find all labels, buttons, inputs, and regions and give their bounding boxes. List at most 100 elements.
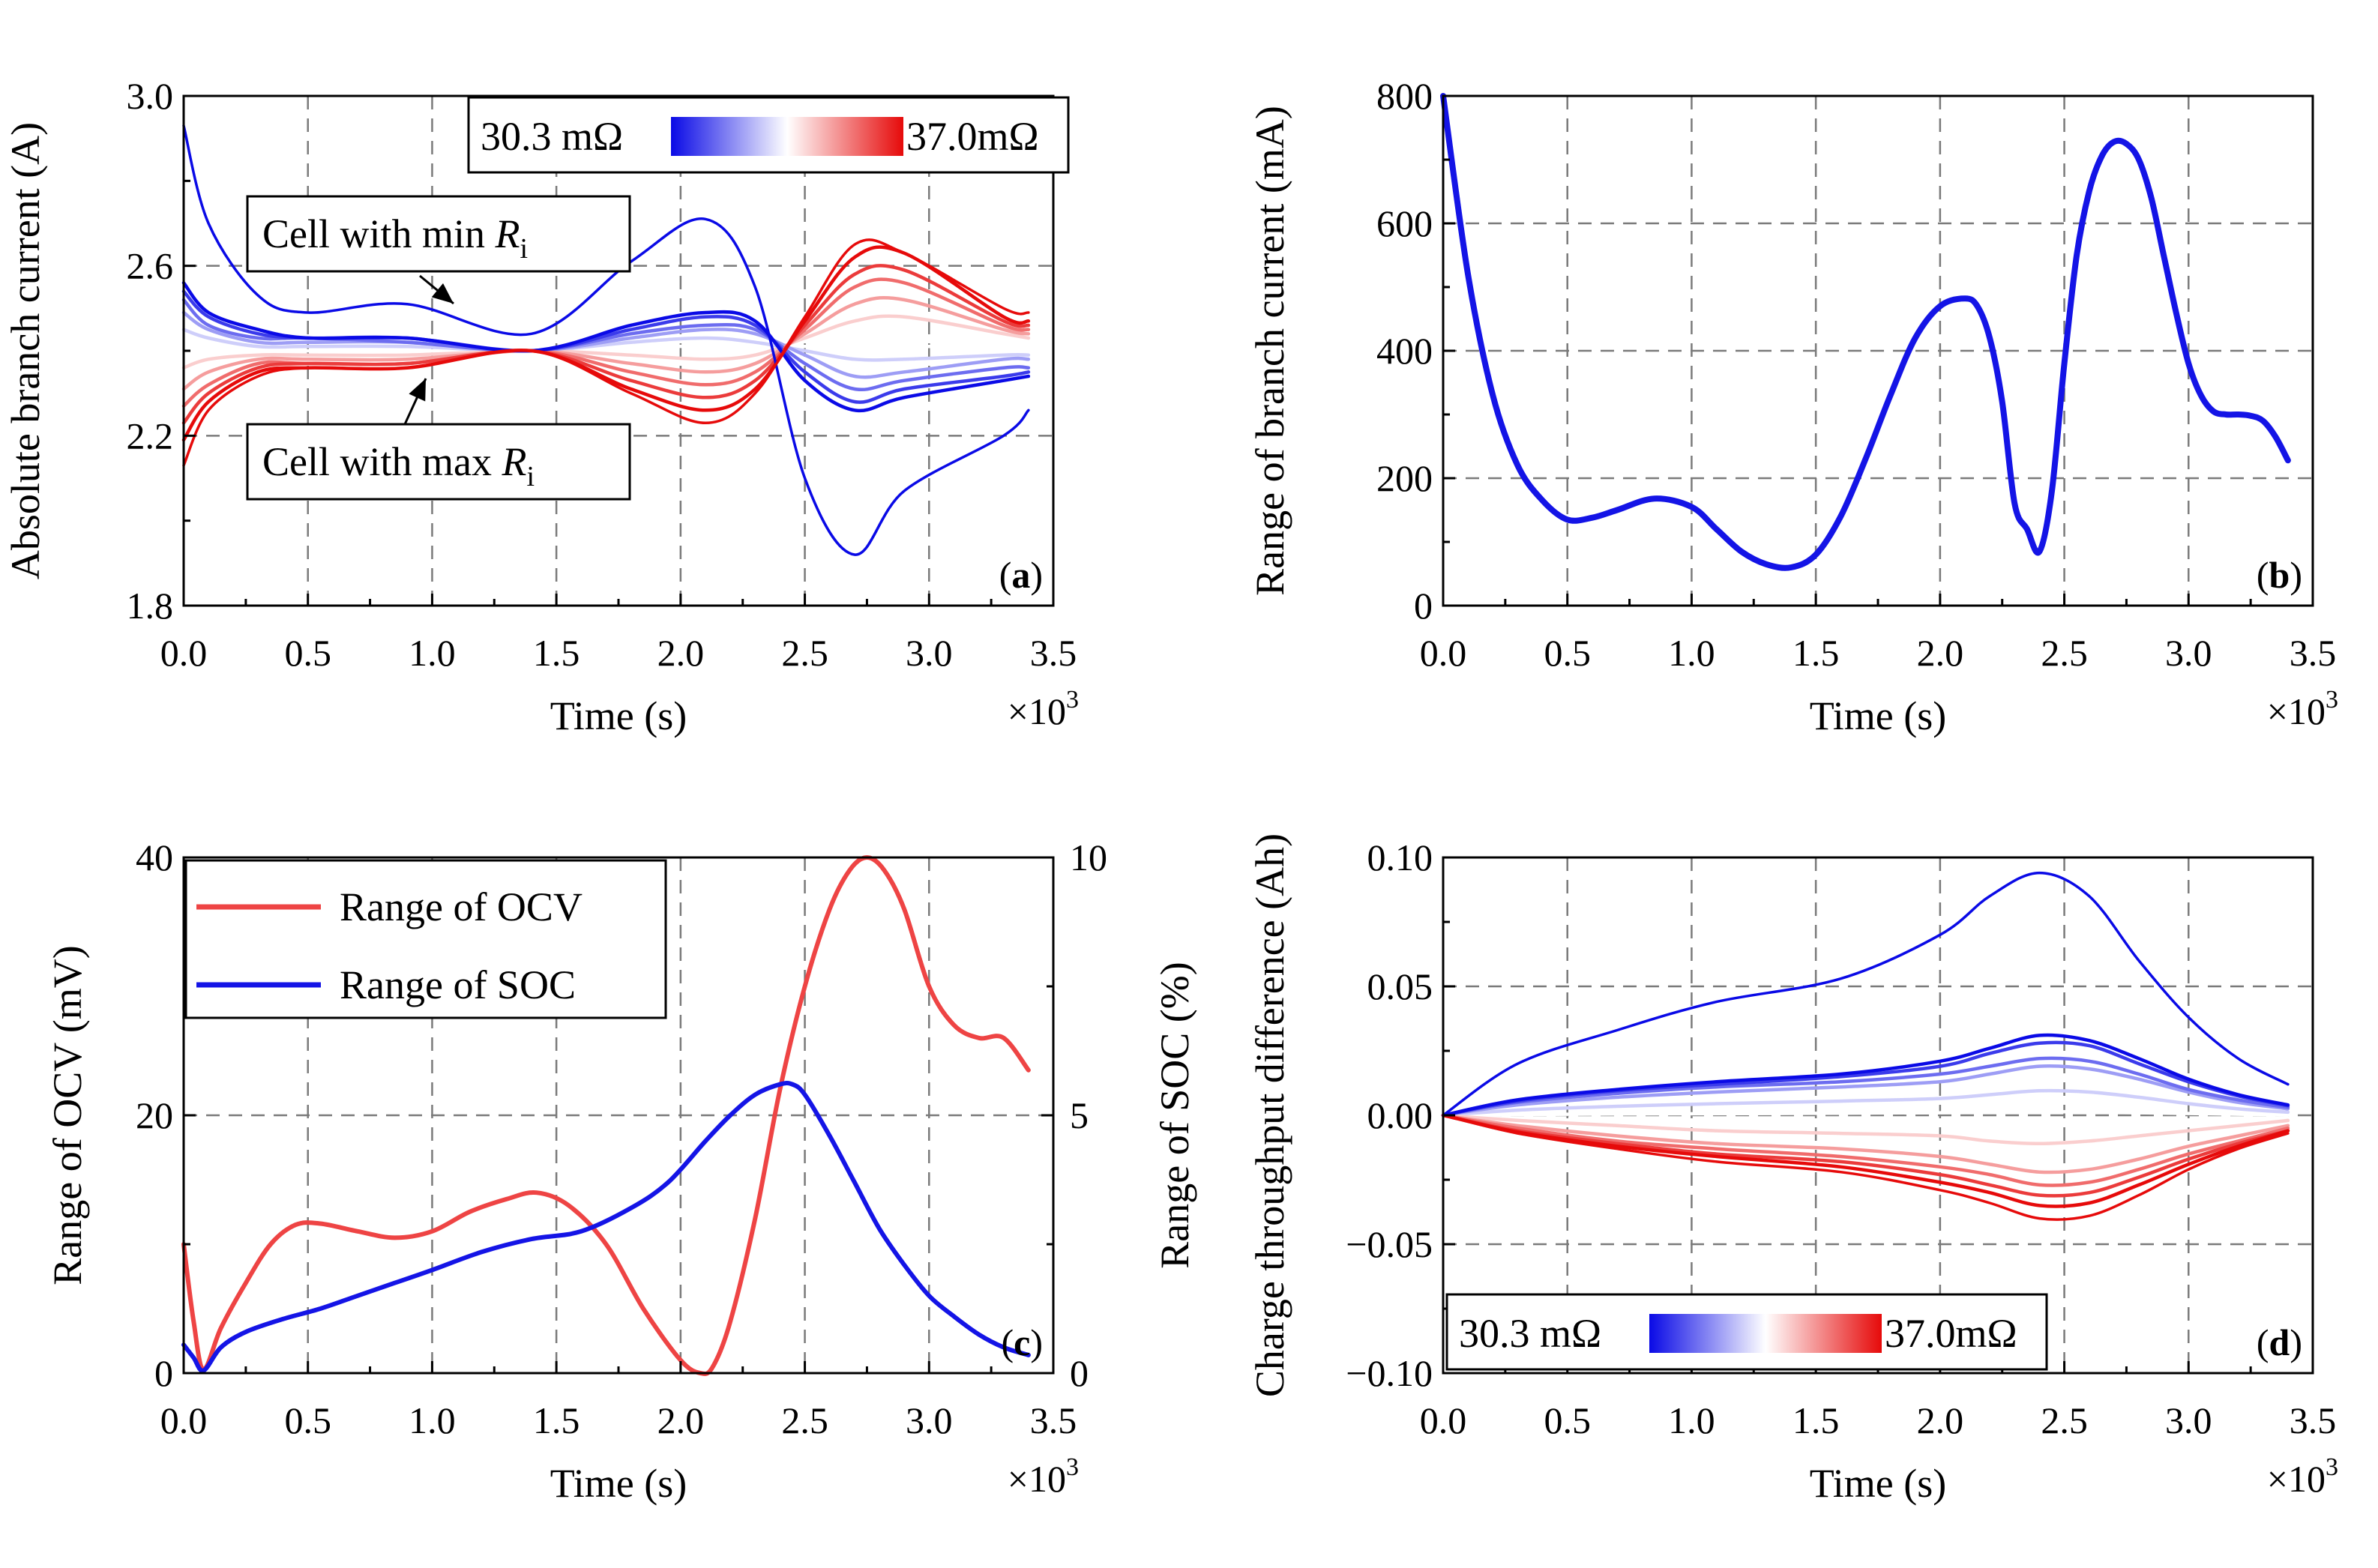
series-k-0.4 [181, 310, 1031, 379]
x-multiplier-base: ×10 [2267, 690, 2326, 732]
axis-ticks: 0.0 0.5 1.0 1.5 2.0 2.5 3.0 3.5 0 20 40 0 5 10 [136, 836, 1107, 1441]
x-tick-label: 1.5 [533, 1399, 580, 1441]
x-tick-label: 3.0 [906, 632, 953, 674]
x-multiplier-exp: 3 [2326, 686, 2338, 714]
legend-c: Range of OCV Range of SOC [184, 859, 667, 1019]
series-k0.6 [181, 277, 1031, 408]
series-k0.6 [1441, 1113, 2290, 1187]
y-axis-label: Charge throughput difference (Ah) [1247, 833, 1292, 1397]
x-tick-label: 2.0 [1917, 1399, 1964, 1441]
series-range-current [1440, 93, 2291, 571]
panel-label-close: ) [1030, 1321, 1043, 1363]
x-tick-label: 1.0 [409, 1399, 456, 1441]
legend-entry-1: Range of SOC [340, 962, 576, 1007]
x-tick-label: 0.0 [1420, 632, 1467, 674]
x-multiplier: ×103 [2267, 686, 2338, 732]
y-tick-label: 0.00 [1367, 1094, 1433, 1136]
x-tick-label: 2.5 [781, 632, 828, 674]
series-k0.2 [1441, 1113, 2290, 1146]
x-tick-label: 0.0 [160, 632, 208, 674]
x-tick-label: 0.5 [284, 1399, 331, 1441]
x-multiplier-exp: 3 [1066, 686, 1079, 714]
annotation-text-italic: R [501, 439, 526, 484]
x-tick-label: 2.5 [781, 1399, 828, 1441]
series-cell-max [1442, 1114, 2290, 1221]
y-tick-label: 0 [1414, 585, 1433, 627]
y-axis-label: Absolute branch current (A) [3, 122, 48, 579]
panel-label-open: ( [1001, 1321, 1014, 1363]
series-k1.0 [1441, 1113, 2290, 1208]
series-k0.4 [181, 296, 1031, 391]
x-tick-label: 1.0 [409, 632, 456, 674]
panel-c: 0.0 0.5 1.0 1.5 2.0 2.5 3.0 3.5 0 20 40 0 5 10 Range o… [45, 836, 1197, 1506]
y-tick-label: 2.6 [127, 245, 174, 287]
x-tick-label: 0.5 [1544, 1399, 1591, 1441]
annotation-text-sub: i [526, 461, 535, 492]
colorbar-max-label: 37.0mΩ [906, 114, 1039, 159]
colorbar-legend: 30.3 mΩ 37.0mΩ [1445, 1293, 2048, 1371]
annotation-text-sub: i [520, 233, 529, 265]
panel-label: (d) [2257, 1321, 2302, 1363]
y-tick-label: 20 [136, 1094, 173, 1136]
panel-label-open: ( [2257, 1321, 2269, 1363]
panel-label: (b) [2257, 554, 2302, 596]
colorbar-min-label: 30.3 mΩ [1459, 1311, 1601, 1356]
x-multiplier-exp: 3 [1066, 1453, 1079, 1481]
y2-tick-label: 10 [1070, 836, 1107, 878]
x-tick-label: 0.5 [284, 632, 331, 674]
series-cell-min [1442, 871, 2290, 1117]
series-k-0.6 [1441, 1056, 2290, 1118]
x-tick-label: 3.0 [2165, 1399, 2212, 1441]
annotation-text-main: Cell with max [262, 439, 502, 484]
y-tick-label: 0.05 [1367, 965, 1433, 1007]
y-tick-label: 0 [154, 1352, 173, 1394]
annotation-box-0 [246, 195, 631, 273]
series-k0.8 [1441, 1113, 2290, 1198]
panel-d: 0.0 0.5 1.0 1.5 2.0 2.5 3.0 3.5 −0.10 −0.05 0.00 0.… [1247, 833, 2338, 1506]
x-axis-label: Time (s) [550, 693, 687, 738]
y-tick-label: 200 [1376, 457, 1433, 499]
panel-label: (a) [999, 554, 1043, 596]
y-tick-label: 3.0 [127, 75, 174, 117]
y2-tick-label: 5 [1070, 1094, 1089, 1136]
x-tick-label: 3.5 [2290, 632, 2337, 674]
annotation-text-1: Cell with max Ri [262, 439, 535, 492]
panel-label-close: ) [2290, 554, 2302, 596]
colorbar-legend: 30.3 mΩ 37.0mΩ [467, 96, 1070, 174]
colorbar-max-label: 37.0mΩ [1885, 1311, 2017, 1356]
y-tick-label: 0.10 [1367, 836, 1433, 878]
x-tick-label: 2.0 [657, 1399, 705, 1441]
x-tick-label: 3.0 [2165, 632, 2212, 674]
y2-axis-label: Range of SOC (%) [1152, 962, 1197, 1268]
x-axis-label: Time (s) [550, 1461, 687, 1506]
y-tick-label: −0.10 [1346, 1352, 1433, 1394]
y-tick-label: 800 [1376, 75, 1433, 117]
y2-tick-label: 0 [1070, 1352, 1089, 1394]
axis-ticks: 0.0 0.5 1.0 1.5 2.0 2.5 3.0 3.5 0 200 400 600 800 [1376, 75, 2336, 674]
series-cell-min [182, 124, 1030, 556]
series-k0.4 [1441, 1113, 2290, 1175]
legend-box [184, 859, 667, 1019]
series-group [1441, 871, 2290, 1221]
series-k-1.0 [1441, 1033, 2290, 1118]
y-tick-label: 600 [1376, 202, 1433, 244]
series-cell-max [182, 238, 1030, 467]
series-k-1.0 [181, 281, 1031, 413]
x-multiplier-base: ×10 [1008, 1458, 1066, 1500]
x-tick-label: 0.0 [160, 1399, 208, 1441]
series-group [181, 855, 1031, 1376]
x-tick-label: 2.0 [657, 632, 705, 674]
annotation-text-0: Cell with min Ri [262, 211, 528, 265]
panel-label-open: ( [2257, 554, 2269, 596]
x-tick-label: 1.5 [1792, 1399, 1840, 1441]
series-Range of SOC [181, 1080, 1031, 1373]
y-tick-label: 2.2 [127, 414, 174, 456]
x-tick-label: 0.0 [1420, 1399, 1467, 1441]
panel-label-letter: d [2269, 1321, 2290, 1363]
series-k-0.2 [181, 328, 1031, 362]
annotation-arrowhead-1 [409, 379, 426, 402]
y-tick-label: 1.8 [127, 585, 174, 627]
panel-a: 0.0 0.5 1.0 1.5 2.0 2.5 3.0 3.5 1.8 2.2 2.6 3.0 Time… [3, 75, 1079, 738]
x-multiplier: ×103 [2267, 1453, 2338, 1500]
